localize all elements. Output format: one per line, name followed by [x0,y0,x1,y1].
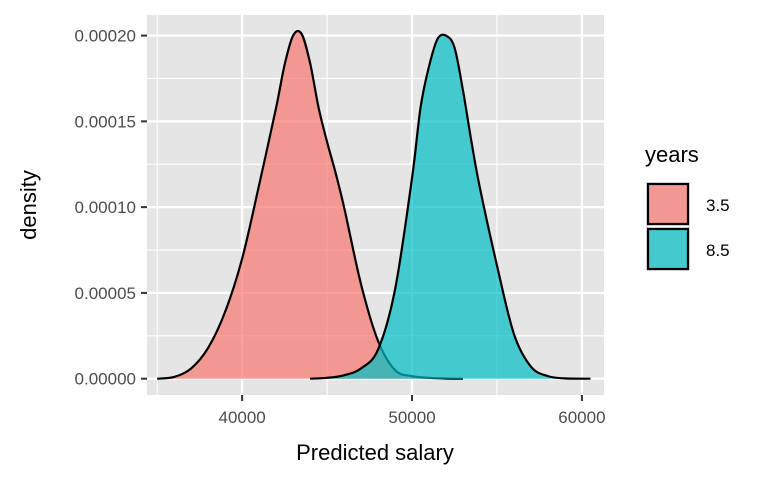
x-tick-label: 60000 [558,408,605,427]
major-gridlines [147,15,604,395]
y-tick-label: 0.00020 [75,27,136,46]
x-axis: 40000 50000 60000 [218,395,606,427]
x-tick-label: 40000 [218,408,265,427]
density-area-3-5 [157,31,463,379]
density-area-8-5 [310,34,591,379]
density-outline-8-5 [310,33,591,380]
legend-label: 8.5 [706,241,730,260]
y-tick-label: 0.00005 [75,284,136,303]
y-tick-label: 0.00010 [75,198,136,217]
legend: years 3.5 8.5 [645,142,730,271]
legend-title: years [645,142,699,167]
legend-swatch-8-5 [646,227,690,271]
y-tick-label: 0.00015 [75,112,136,131]
y-axis: 0.00000 0.00005 0.00010 0.00015 0.00020 [75,27,147,389]
x-axis-title: Predicted salary [296,440,454,465]
y-tick-label: 0.00000 [75,370,136,389]
x-tick-label: 50000 [388,408,435,427]
y-axis-title: density [16,170,41,240]
legend-label: 3.5 [706,196,730,215]
legend-swatch-3-5 [646,182,690,226]
density-areas [157,29,591,380]
